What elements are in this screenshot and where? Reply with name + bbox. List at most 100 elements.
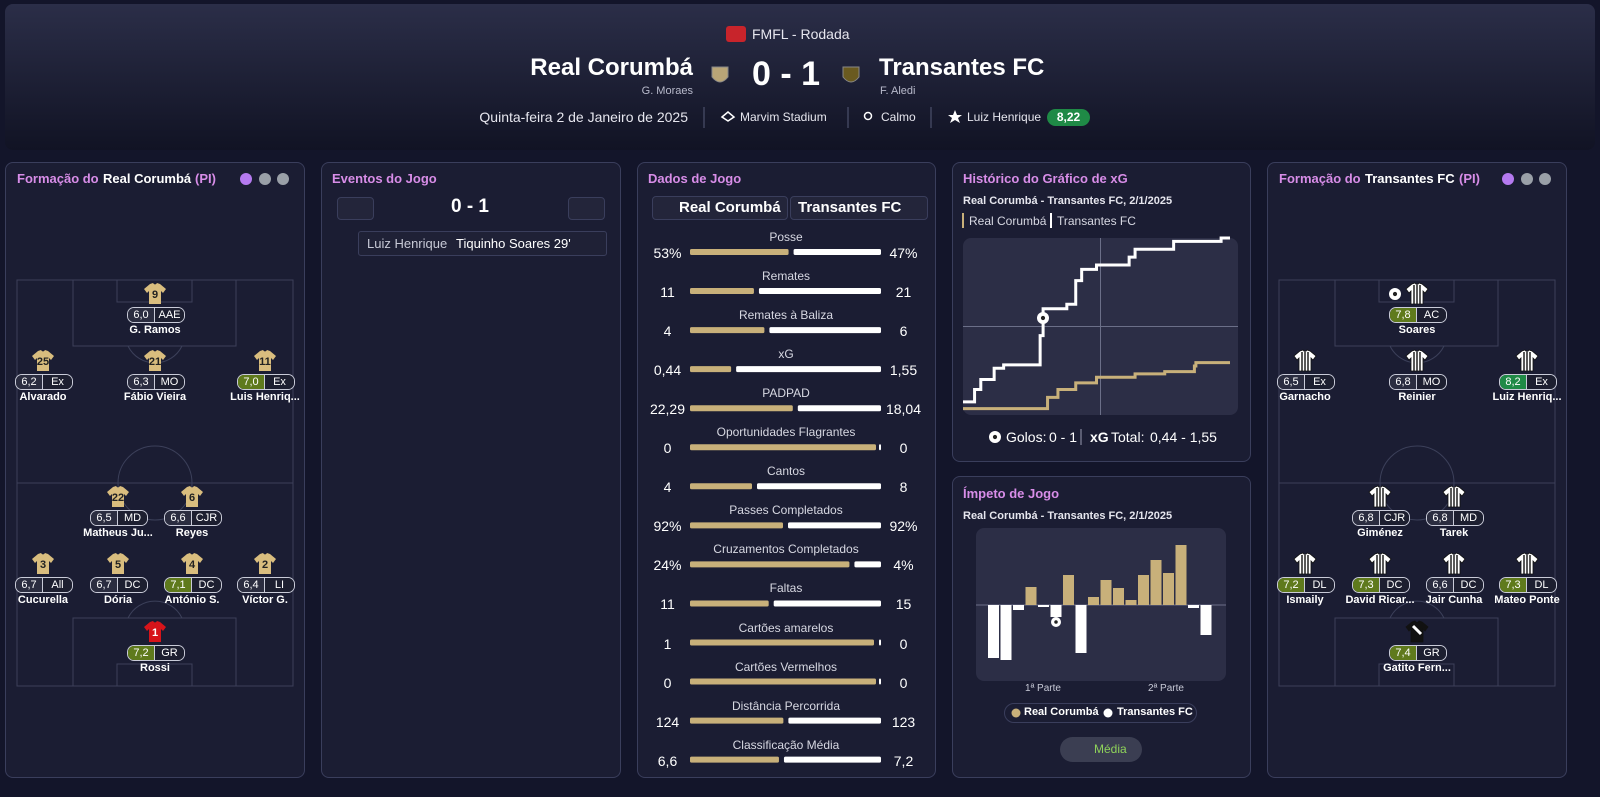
team-button — [337, 197, 374, 220]
stat-label: xG — [778, 347, 794, 362]
player-position: DC — [117, 578, 147, 592]
player-position: Ex — [1304, 375, 1334, 389]
player-rating: 6,6 — [1427, 578, 1453, 592]
momentum-bar — [1163, 573, 1174, 605]
goal-box — [116, 663, 193, 687]
player-rating: 6,4 — [238, 578, 264, 592]
page-dot[interactable] — [259, 173, 271, 185]
page-dot[interactable] — [1521, 173, 1533, 185]
momentum-bar — [988, 605, 999, 658]
rating-badge: 7,2 GR — [127, 645, 185, 661]
player-shirt — [181, 553, 203, 574]
stat-bar-home — [690, 678, 876, 685]
player-position: AAE — [154, 308, 184, 322]
ball-patch — [1054, 620, 1058, 624]
away-scorer: F. Aledi — [880, 85, 916, 97]
player-name: Luis Henriq... — [230, 391, 300, 403]
stat-away-value: 1,55 — [889, 362, 918, 379]
rating-badge: 6,5 MD — [90, 510, 148, 526]
stat-bar-home — [690, 366, 732, 373]
stat-label: Distância Percorrida — [731, 698, 841, 713]
events-score: 0 - 1 — [450, 196, 490, 217]
stat-home-value: 0,44 — [653, 362, 682, 379]
shirt-number: 2 — [262, 559, 268, 571]
player-name: Luiz Henriq... — [1492, 391, 1562, 403]
player-rating: 7,3 — [1353, 578, 1379, 592]
player-name: Matheus Ju... — [83, 527, 153, 539]
player-position: CJR — [191, 511, 221, 525]
player-shirt — [144, 283, 166, 304]
stat-home-value: 124 — [655, 713, 680, 730]
average-button-label: Média — [1094, 742, 1127, 756]
stat-home-value: 22,29 — [649, 401, 686, 418]
ball-patch — [1392, 291, 1398, 297]
rating-badge: 6,8 CJR — [1352, 510, 1410, 526]
stat-away-value: 47% — [889, 245, 918, 261]
momentum-bar — [1025, 587, 1037, 605]
stat-home-value: 6,6 — [657, 752, 678, 769]
lineup-title-team: Real Corumbá — [103, 171, 192, 186]
player-rating: 7,4 — [1390, 646, 1416, 660]
page-dot[interactable] — [1539, 173, 1551, 185]
player-position: AC — [1416, 308, 1446, 322]
rating-badge: 7,8 AC — [1389, 307, 1447, 323]
page-dot[interactable] — [240, 173, 252, 185]
player-rating: 6,8 — [1390, 375, 1416, 389]
shirt-number: 9 — [152, 289, 158, 301]
shirt-number: 6 — [189, 492, 195, 504]
average-button[interactable] — [1060, 737, 1142, 762]
player-position: CJR — [1379, 511, 1409, 525]
player-position: DL — [1304, 578, 1334, 592]
stat-label: Remates à Baliza — [738, 308, 834, 323]
stat-home-value: 11 — [660, 284, 675, 301]
stat-bar-away — [769, 327, 881, 334]
player-name: Rossi — [140, 662, 170, 674]
stat-bar-away — [879, 444, 881, 451]
stat-label: Oportunidades Flagrantes — [716, 425, 856, 440]
player-rating: 7,8 — [1390, 308, 1416, 322]
player-position: MO — [1416, 375, 1446, 389]
score: 0 - 1 — [751, 55, 821, 93]
stat-away-value: 6 — [899, 323, 908, 340]
goals-value: 0 - 1 — [1049, 429, 1078, 445]
stat-away-value: 4% — [893, 557, 914, 574]
page-dot[interactable] — [277, 173, 289, 185]
lineup-title-mode: (PI) — [195, 171, 216, 186]
panel-title: Ímpeto de Jogo — [963, 486, 1060, 501]
rating-badge: 7,3 DL — [1499, 577, 1557, 593]
player-rating: 7,2 — [1278, 578, 1304, 592]
player-of-match-rating: 8,22 — [1047, 109, 1090, 126]
momentum-bar — [1175, 545, 1187, 605]
stat-bar-away — [879, 639, 881, 646]
stat-home-value: 53% — [653, 245, 682, 261]
stat-bar-home — [690, 756, 779, 763]
stat-bar-home — [690, 483, 752, 490]
panel-title: Dados de Jogo — [648, 171, 742, 186]
stat-label: Classificação Média — [732, 737, 840, 752]
rating-badge: 6,6 CJR — [164, 510, 222, 526]
panel-title: Eventos do Jogo — [332, 171, 437, 186]
player-name: Garnacho — [1279, 391, 1331, 403]
player-shirt — [181, 486, 203, 507]
stat-bar-home — [690, 639, 874, 646]
weather: Calmo — [881, 110, 916, 124]
rating-badge: 6,7 DC — [90, 577, 148, 593]
rating-badge: 6,8 MO — [1389, 374, 1447, 390]
shirt-number: 21 — [149, 356, 161, 368]
penalty-arc — [1389, 600, 1445, 619]
page-dot[interactable] — [1502, 173, 1514, 185]
player-rating: 6,2 — [16, 375, 42, 389]
shirt-number: 1 — [152, 627, 158, 639]
team-crest — [711, 66, 729, 83]
stat-label: Cartões Vermelhos — [734, 659, 838, 674]
away-lineup-panel — [1267, 162, 1567, 778]
stat-bar-away — [788, 522, 881, 529]
player-position: Ex — [264, 375, 294, 389]
chart-subtitle: Real Corumbá - Transantes FC, 2/1/2025 — [963, 510, 1173, 522]
match-date: Quinta-feira 2 de Janeiro de 2025 — [479, 109, 688, 125]
player-position: DC — [1453, 578, 1483, 592]
penalty-arc — [127, 600, 183, 619]
shirt-number: 3 — [40, 559, 46, 571]
shirt-stripe — [1411, 624, 1423, 636]
